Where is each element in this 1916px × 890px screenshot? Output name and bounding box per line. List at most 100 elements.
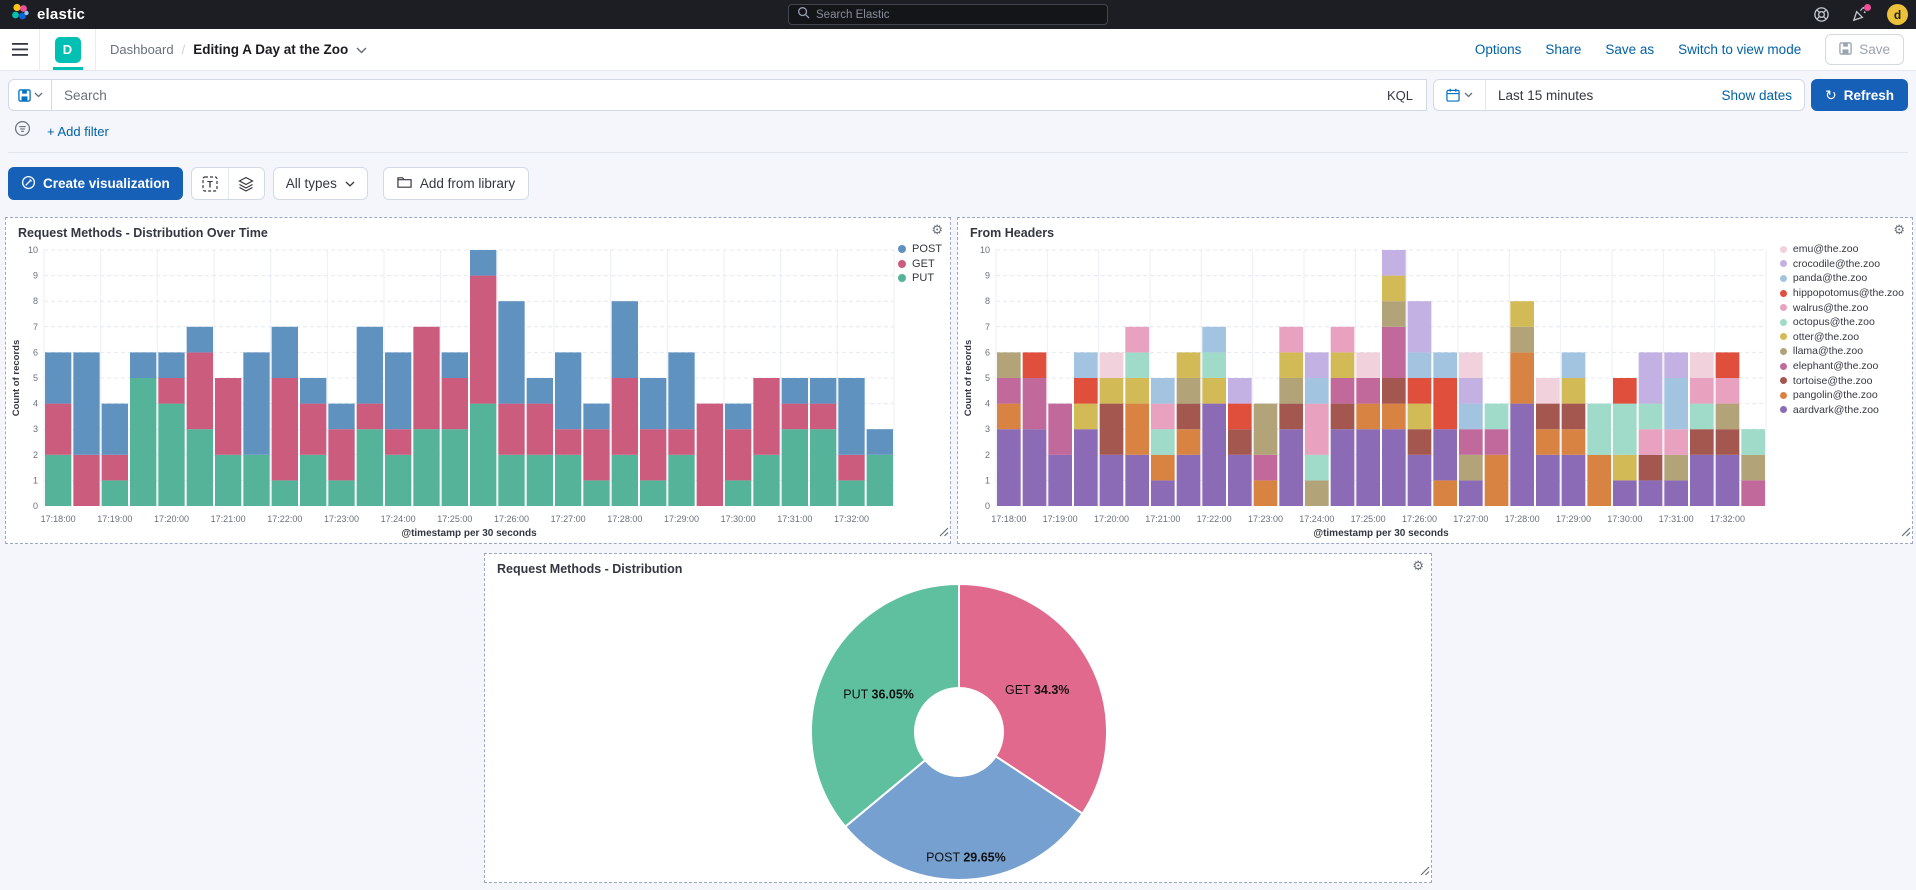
saved-query-menu-button[interactable] [8, 79, 52, 111]
all-types-dropdown[interactable]: All types [272, 167, 368, 200]
svg-text:17:25:00: 17:25:00 [1351, 514, 1386, 524]
svg-text:9: 9 [985, 271, 990, 281]
add-from-library-button[interactable]: Add from library [382, 167, 530, 200]
notifications-icon[interactable] [1849, 3, 1871, 25]
legend-item[interactable]: emu@the.zoo [1779, 242, 1904, 257]
add-filter-button[interactable]: + Add filter [47, 123, 109, 139]
legend-item[interactable]: otter@the.zoo [1779, 330, 1904, 345]
resize-handle-icon[interactable] [938, 524, 949, 542]
legend-item[interactable]: PUT [898, 271, 942, 286]
svg-text:17:31:00: 17:31:00 [1659, 514, 1694, 524]
show-dates-button[interactable]: Show dates [1721, 87, 1792, 103]
maps-layers-icon[interactable] [227, 168, 264, 199]
panel-title[interactable]: From Headers [970, 226, 1055, 240]
calendar-icon [1446, 88, 1460, 102]
folder-icon [397, 176, 412, 192]
svg-text:17:19:00: 17:19:00 [1043, 514, 1078, 524]
save-as-button[interactable]: Save as [1605, 42, 1655, 57]
legend-label: hippopotomus@the.zoo [1792, 287, 1904, 300]
legend-item[interactable]: aardvark@the.zoo [1779, 403, 1904, 418]
create-visualization-button[interactable]: Create visualization [8, 167, 183, 200]
legend-label: panda@the.zoo [1792, 272, 1868, 285]
save-button[interactable]: Save [1825, 34, 1904, 65]
resize-handle-icon[interactable] [1419, 863, 1430, 881]
svg-text:10: 10 [980, 245, 990, 255]
legend-item[interactable]: elephant@the.zoo [1779, 359, 1904, 374]
query-language-button[interactable]: KQL [1386, 87, 1413, 103]
svg-text:17:18:00: 17:18:00 [41, 514, 76, 524]
chart-legend: POST GET PUT [898, 242, 942, 286]
stacked-bar-chart[interactable]: 0 1 2 3 4 5 6 7 8 9 10 17:18:00 17:19:00 17:20:00 17:2… [962, 242, 1768, 540]
search-icon [797, 6, 810, 24]
panel-title[interactable]: Request Methods - Distribution Over Time [18, 226, 268, 240]
legend-item[interactable]: pangolin@the.zoo [1779, 388, 1904, 403]
avatar[interactable]: d [1887, 4, 1908, 25]
chevron-down-icon [34, 92, 42, 98]
svg-text:2: 2 [33, 450, 38, 460]
legend-label: pangolin@the.zoo [1792, 389, 1878, 402]
svg-text:Count of records: Count of records [11, 340, 22, 417]
options-button[interactable]: Options [1474, 42, 1522, 57]
svg-text:3: 3 [985, 424, 990, 434]
gear-icon[interactable]: ⚙ [931, 222, 943, 237]
legend-dot [898, 259, 907, 268]
share-button[interactable]: Share [1545, 42, 1582, 57]
svg-text:8: 8 [33, 296, 38, 306]
svg-text:2: 2 [985, 450, 990, 460]
breadcrumb-dashboard[interactable]: Dashboard [110, 42, 174, 57]
legend-item[interactable]: POST [898, 242, 942, 257]
viz-toolbar: Create visualization T All types Add fro… [8, 167, 1916, 200]
date-quick-select-button[interactable] [1434, 80, 1486, 110]
legend-dot [1779, 391, 1787, 399]
time-range-value[interactable]: Last 15 minutes [1497, 87, 1594, 103]
legend-label: otter@the.zoo [1792, 330, 1860, 343]
nav-bar: D Dashboard / Editing A Day at the Zoo O… [0, 29, 1916, 71]
chevron-down-icon[interactable] [356, 42, 367, 57]
save-icon [1839, 41, 1852, 58]
legend-item[interactable]: panda@the.zoo [1779, 271, 1904, 286]
space-underline [53, 67, 83, 70]
resize-handle-icon[interactable] [1900, 524, 1911, 542]
space-badge: D [54, 36, 81, 63]
legend-label: walrus@the.zoo [1792, 301, 1869, 314]
text-markdown-icon[interactable]: T [192, 168, 228, 199]
gear-icon[interactable]: ⚙ [1893, 222, 1905, 237]
switch-to-view-mode-button[interactable]: Switch to view mode [1678, 42, 1802, 57]
legend-item[interactable]: tortoise@the.zoo [1779, 373, 1904, 388]
refresh-button[interactable]: ↻ Refresh [1810, 79, 1908, 111]
filter-icon[interactable] [14, 120, 31, 142]
svg-text:6: 6 [985, 347, 990, 357]
space-switcher[interactable]: D [40, 29, 96, 70]
quick-create-group: T [190, 167, 265, 200]
legend-dot [898, 274, 907, 283]
panel-request-methods-distribution[interactable]: Request Methods - Distribution ⚙ GET 34.… [484, 553, 1432, 883]
page-title: Editing A Day at the Zoo [193, 42, 349, 57]
panel-from-headers[interactable]: From Headers ⚙ 0 1 2 3 4 5 6 7 8 9 10 17:18:00 17:19… [957, 217, 1913, 544]
panel-request-methods-over-time[interactable]: Request Methods - Distribution Over Time… [5, 217, 951, 544]
saved-query-icon [17, 88, 31, 102]
menu-icon[interactable] [0, 29, 40, 70]
search-elastic-input[interactable] [816, 8, 1099, 21]
legend-item[interactable]: octopus@the.zoo [1779, 315, 1904, 330]
panel-title[interactable]: Request Methods - Distribution [497, 562, 683, 576]
query-search-input[interactable] [52, 87, 1374, 103]
svg-text:17:27:00: 17:27:00 [551, 514, 586, 524]
legend-label: elephant@the.zoo [1792, 360, 1879, 373]
help-icon[interactable] [1811, 5, 1831, 25]
legend-item[interactable]: hippopotomus@the.zoo [1779, 286, 1904, 301]
legend-item[interactable]: crocodile@the.zoo [1779, 257, 1904, 272]
svg-text:0: 0 [33, 501, 38, 511]
brand-name: elastic [37, 6, 86, 23]
legend-item[interactable]: GET [898, 257, 942, 272]
stacked-bar-chart[interactable]: 0 1 2 3 4 5 6 7 8 9 10 17:18:00 17:19:00 17:20:00 17:2… [10, 242, 896, 540]
legend-label: tortoise@the.zoo [1792, 374, 1873, 387]
global-search[interactable] [788, 4, 1108, 25]
gear-icon[interactable]: ⚙ [1412, 558, 1424, 573]
legend-item[interactable]: walrus@the.zoo [1779, 300, 1904, 315]
elastic-brand[interactable]: elastic [0, 2, 85, 27]
legend-label: aardvark@the.zoo [1792, 403, 1879, 416]
legend-item[interactable]: llama@the.zoo [1779, 344, 1904, 359]
legend-label: GET [912, 257, 935, 270]
donut-chart[interactable]: GET 34.3% POST 29.65% PUT 36.05% [489, 574, 1429, 880]
legend-label: POST [912, 243, 942, 256]
